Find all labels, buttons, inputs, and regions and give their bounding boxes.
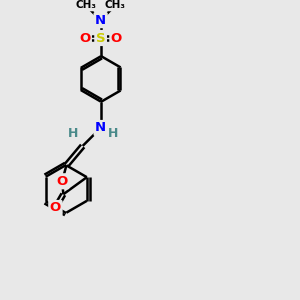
- Text: O: O: [111, 32, 122, 44]
- Text: O: O: [50, 202, 61, 214]
- Text: O: O: [79, 32, 90, 44]
- Text: H: H: [107, 127, 118, 140]
- Text: CH₃: CH₃: [105, 0, 126, 11]
- Text: S: S: [96, 32, 105, 44]
- Text: N: N: [95, 14, 106, 27]
- Text: H: H: [68, 127, 78, 140]
- Text: CH₃: CH₃: [75, 0, 96, 11]
- Text: N: N: [95, 122, 106, 134]
- Text: O: O: [57, 175, 68, 188]
